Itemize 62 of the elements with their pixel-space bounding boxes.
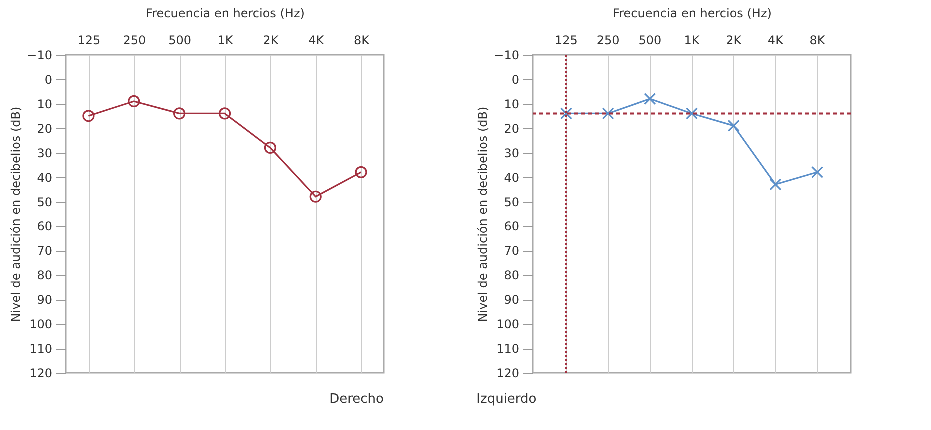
point — [770, 178, 782, 191]
x-tick-label: 2K — [726, 34, 743, 48]
y-tick-label: 60 — [37, 220, 52, 234]
text: Izquierdo — [476, 392, 537, 407]
x-tick-label: 4K — [308, 34, 326, 48]
x-tick-label: 8K — [810, 34, 826, 48]
point — [644, 92, 656, 106]
y-tick-label: 40 — [37, 170, 52, 185]
y-tick-label: 40 — [504, 170, 520, 185]
y-tick-label: 110 — [30, 342, 52, 356]
x-tick-label: 500 — [638, 34, 662, 48]
x-tick-label: 4K — [768, 34, 785, 48]
x-tick-label: 125 — [78, 34, 101, 48]
y-tick-label: −10 — [494, 48, 520, 62]
x-axis-title: Frecuencia en hercios (Hz) — [613, 6, 772, 20]
y-tick-label: 120 — [30, 366, 52, 380]
point — [686, 108, 698, 120]
point — [355, 166, 368, 178]
point — [128, 95, 140, 108]
y-tick-label: −10 — [27, 48, 52, 62]
y-tick-label: 80 — [37, 268, 52, 283]
y-tick-label: 90 — [504, 293, 520, 308]
point — [82, 110, 95, 122]
x-tick-label: 1K — [218, 34, 234, 48]
y-tick-label: 90 — [37, 293, 52, 308]
y-tick-label: 100 — [496, 318, 520, 332]
y-tick-label: 30 — [37, 146, 52, 160]
y-tick-label: 0 — [512, 72, 520, 87]
x-tick-label: 2K — [263, 34, 280, 48]
y-tick-label: 50 — [37, 195, 52, 210]
y-tick-label: 10 — [504, 97, 520, 112]
y-axis-title: Nivel de audición en decibelios (dB) — [9, 106, 24, 322]
point — [811, 166, 824, 178]
text: Derecho — [330, 392, 384, 407]
x-tick-label: 125 — [555, 34, 578, 48]
y-tick-label: 70 — [37, 244, 52, 258]
point — [602, 108, 614, 120]
y-tick-label: 120 — [496, 366, 520, 380]
point — [264, 142, 276, 154]
y-tick-label: 60 — [504, 220, 520, 234]
y-tick-label: 100 — [30, 318, 52, 332]
x-tick-label: 250 — [123, 34, 146, 48]
point — [218, 108, 232, 120]
x-tick-label: 8K — [354, 34, 371, 48]
y-tick-label: 70 — [504, 244, 520, 258]
x-axis-title: Frecuencia en hercios (Hz) — [146, 6, 305, 20]
x-tick-label: 500 — [168, 34, 192, 48]
y-tick-label: 30 — [504, 146, 520, 160]
point — [728, 120, 740, 132]
y-tick-label: 20 — [37, 122, 52, 136]
x-tick-label: 1K — [684, 34, 701, 48]
y-tick-label: 10 — [37, 97, 52, 112]
y-axis-title: Nivel de audición en decibelios (dB) — [476, 106, 490, 322]
y-tick-label: 20 — [504, 122, 520, 136]
point — [174, 108, 186, 120]
point — [310, 190, 322, 203]
y-tick-label: 80 — [504, 268, 520, 283]
y-tick-label: 50 — [504, 195, 520, 210]
y-tick-label: 0 — [44, 72, 52, 87]
x-tick-label: 250 — [596, 34, 620, 48]
y-tick-label: 110 — [496, 342, 520, 356]
point — [560, 108, 573, 120]
